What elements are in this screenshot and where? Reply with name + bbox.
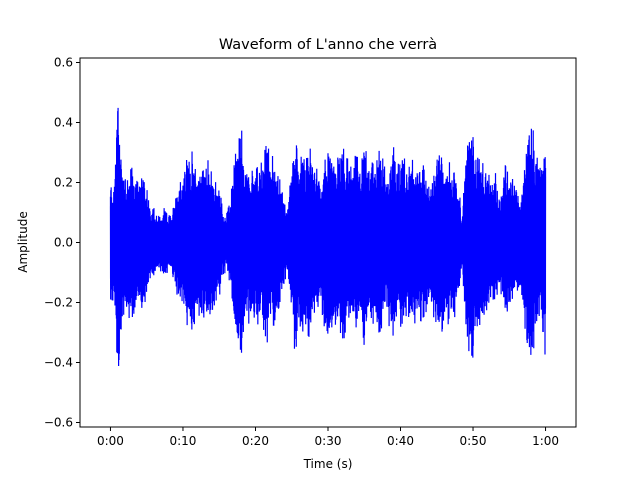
chart-title: Waveform of L'anno che verrà	[219, 37, 437, 53]
x-tick-label: 0:00	[97, 434, 124, 448]
y-tick-label: −0.2	[44, 296, 73, 310]
x-tick-label: 0:20	[242, 434, 269, 448]
x-axis-title: Time (s)	[303, 457, 353, 471]
y-tick-label: 0.6	[54, 56, 73, 70]
y-tick-label: 0.2	[54, 176, 73, 190]
waveform-line	[109, 107, 547, 367]
waveform-series	[109, 107, 547, 367]
y-tick-label: 0.4	[54, 116, 73, 130]
y-tick-label: −0.6	[44, 416, 73, 430]
x-tick-label: 0:30	[315, 434, 342, 448]
x-tick-label: 0:50	[460, 434, 487, 448]
plot-area	[79, 57, 577, 428]
x-axis: 0:00 0:10 0:20 0:30 0:40 0:50 1:00	[97, 427, 559, 448]
x-tick-label: 0:40	[387, 434, 414, 448]
y-axis-title: Amplitude	[16, 211, 30, 273]
y-axis: 0.6 0.4 0.2 0.0 −0.2 −0.4 −0.6	[44, 56, 80, 430]
y-tick-label: 0.0	[54, 236, 73, 250]
x-tick-label: 1:00	[532, 434, 559, 448]
waveform-core	[109, 151, 547, 334]
y-tick-label: −0.4	[44, 356, 73, 370]
x-tick-label: 0:10	[169, 434, 196, 448]
